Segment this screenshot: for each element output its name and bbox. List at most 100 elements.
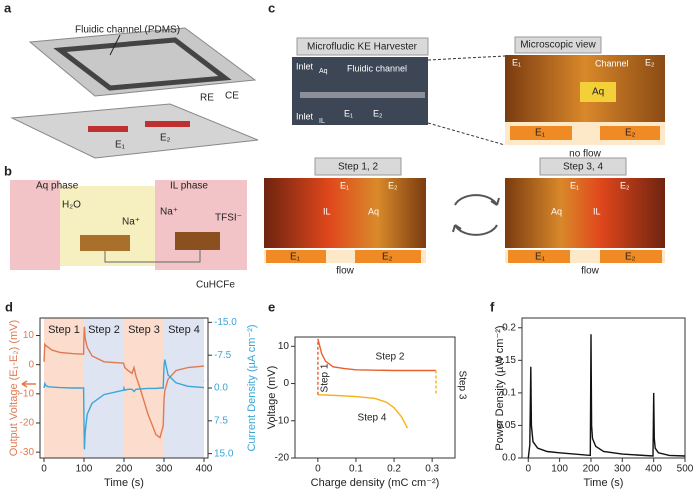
panel-b: b Aq phase IL phase H₂O Na⁺ Na⁺ TFSI⁻ Cu…: [4, 163, 247, 291]
series-line: [317, 394, 409, 429]
label: IL: [319, 118, 325, 125]
title-box: [296, 37, 429, 56]
y-tick-label: 10: [23, 330, 35, 341]
electrode: [355, 250, 421, 263]
series-label: Step 2: [376, 352, 405, 363]
electrode: [175, 232, 220, 250]
series-line: [43, 326, 205, 439]
region: [164, 318, 204, 458]
panel-label: e: [268, 299, 275, 314]
il-region: [155, 180, 247, 270]
x-tick-label: 200: [116, 464, 133, 475]
label: E₁: [512, 57, 521, 67]
zoom-line: [427, 55, 506, 61]
label: E₂: [382, 252, 393, 263]
y2-tick-label: 15.0: [214, 448, 234, 459]
x-tick-label: 0.1: [349, 464, 363, 475]
electrode: [266, 250, 326, 263]
y2-tick-label: -7.5: [214, 350, 232, 361]
x-tick-label: 300: [156, 464, 173, 475]
channel-shape: [300, 92, 425, 98]
label: IL: [323, 206, 331, 216]
zoom-line: [427, 122, 506, 146]
y-tick-label: 0: [28, 359, 34, 370]
region-label: Step 4: [168, 324, 200, 336]
label: E₂: [620, 180, 630, 190]
x-axis-label: Time (s): [584, 477, 624, 489]
label: E₂: [373, 108, 383, 118]
panel-label: c: [268, 0, 275, 15]
title-box: [539, 157, 627, 176]
il-region: [10, 180, 60, 270]
label: E₁: [290, 252, 301, 263]
x-tick-label: 100: [551, 464, 568, 475]
x-tick-label: 300: [614, 464, 631, 475]
series-label: Step 3: [456, 371, 467, 400]
y-tick-label: -30: [20, 447, 35, 458]
series-label: Step 1: [320, 363, 331, 392]
label: E₂: [388, 180, 398, 190]
region-label: Step 1: [48, 324, 80, 336]
electrode: [88, 126, 128, 132]
y-tick-label: 0.15: [497, 355, 517, 366]
panel-label: a: [4, 0, 12, 15]
x-tick-label: 500: [677, 464, 694, 475]
y-axis-label: Voltage (mV): [266, 366, 278, 430]
y-tick-label: -20: [275, 453, 290, 464]
label: E₂: [160, 133, 171, 144]
title-box: [314, 157, 402, 176]
region: [84, 318, 124, 458]
x-tick-label: 0.2: [387, 464, 401, 475]
series-line: [317, 338, 436, 372]
panel-label: d: [5, 299, 13, 314]
y2-axis-label: Current Density (µA cm⁻²): [246, 324, 258, 451]
label: flow: [336, 266, 355, 277]
y-tick-label: 0.0: [502, 453, 516, 464]
label: Na⁺: [122, 217, 140, 228]
label: E₂: [625, 252, 636, 263]
panel-label: f: [490, 299, 495, 314]
electrode: [145, 121, 190, 127]
series-label: Step 4: [358, 413, 387, 424]
label: E₁: [535, 128, 546, 139]
label: Channel: [595, 58, 629, 68]
x-tick-label: 400: [196, 464, 213, 475]
leader: [109, 34, 121, 56]
y-tick-label: -10: [20, 388, 35, 399]
label: Microfludic KE Harvester: [307, 42, 418, 53]
y-tick-label: 10: [278, 341, 290, 352]
label: Inlet: [296, 111, 314, 121]
label: Aq phase: [36, 181, 79, 192]
label: CE: [225, 91, 239, 102]
region-label: Step 3: [128, 324, 160, 336]
label: H₂O: [62, 200, 81, 211]
label: Aq: [592, 87, 604, 98]
y2-tick-label: 7.5: [214, 415, 228, 426]
label: E₁: [344, 108, 353, 118]
label: Step 1, 2: [338, 162, 378, 173]
panel-a: a Fluidic channel (PDMS) RE CE E₁ E₂: [4, 0, 259, 159]
label: E₁: [115, 140, 126, 151]
label: RE: [200, 93, 214, 104]
electrode: [510, 126, 572, 140]
x-tick-label: 0: [525, 464, 531, 475]
series-line: [527, 334, 685, 458]
electrode: [508, 250, 570, 263]
y2-tick-label: -15.0: [214, 317, 237, 328]
axis-arrow: [21, 380, 36, 388]
x-tick-label: 0: [315, 464, 321, 475]
electrode: [600, 250, 662, 263]
wire: [104, 250, 201, 263]
y-tick-label: -10: [275, 415, 290, 426]
substrate: [10, 103, 259, 159]
x-tick-label: 200: [583, 464, 600, 475]
y-axis-label: Power Density (µW cm⁻²): [494, 325, 506, 450]
label: CuHCFe: [196, 280, 235, 291]
region-label: Step 2: [88, 324, 120, 336]
photo: [505, 178, 665, 248]
label: no flow: [569, 149, 601, 160]
phase-box: [580, 82, 616, 102]
label: Fluidic channel: [347, 63, 407, 73]
electrode: [80, 235, 130, 251]
